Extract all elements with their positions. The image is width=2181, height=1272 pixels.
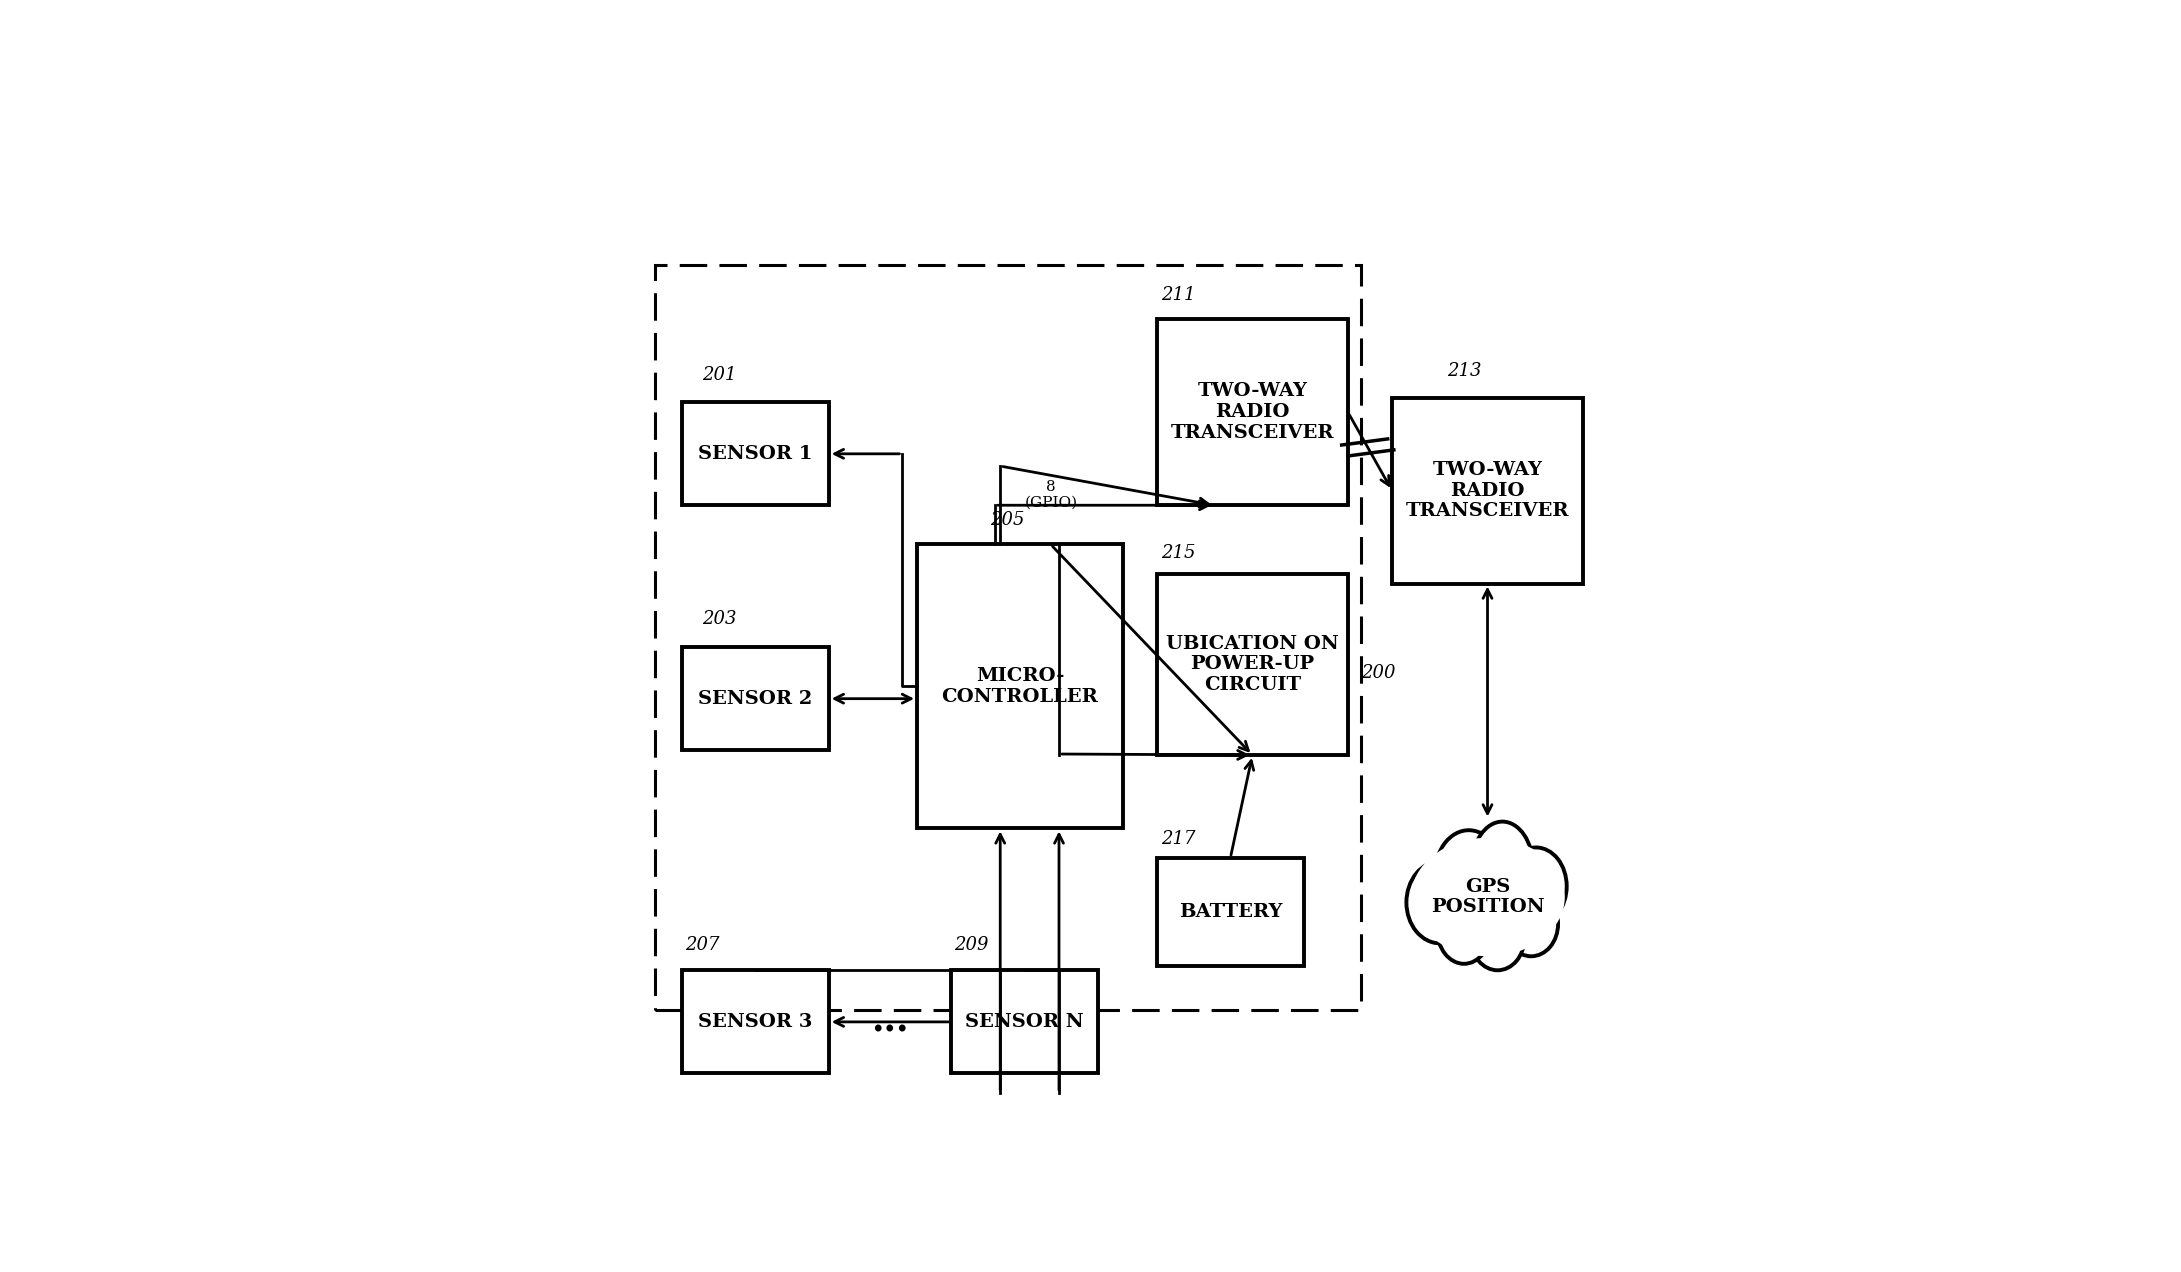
Bar <box>683 971 829 1074</box>
Bar <box>1156 574 1348 756</box>
Bar <box>1391 397 1583 584</box>
Ellipse shape <box>1411 838 1564 957</box>
Text: TWO-WAY
RADIO
TRANSCEIVER: TWO-WAY RADIO TRANSCEIVER <box>1407 460 1570 520</box>
Text: 207: 207 <box>685 936 720 954</box>
Text: 200: 200 <box>1361 664 1396 682</box>
Text: 217: 217 <box>1160 831 1195 848</box>
Text: ...: ... <box>870 1005 909 1039</box>
Ellipse shape <box>1435 831 1503 916</box>
Ellipse shape <box>1437 895 1492 964</box>
Text: UBICATION ON
POWER-UP
CIRCUIT: UBICATION ON POWER-UP CIRCUIT <box>1167 635 1339 695</box>
Text: MICRO-
CONTROLLER: MICRO- CONTROLLER <box>942 667 1099 706</box>
Ellipse shape <box>1505 892 1557 957</box>
Text: SENSOR 2: SENSOR 2 <box>698 689 814 707</box>
Text: 209: 209 <box>955 936 988 954</box>
Bar <box>656 266 1361 1010</box>
Text: SENSOR 3: SENSOR 3 <box>698 1013 814 1030</box>
Bar <box>916 544 1123 828</box>
Text: SENSOR 1: SENSOR 1 <box>698 445 814 463</box>
Bar <box>1156 319 1348 505</box>
Bar <box>683 647 829 750</box>
Text: BATTERY: BATTERY <box>1178 903 1282 921</box>
Text: 205: 205 <box>990 511 1025 529</box>
Bar <box>1156 857 1304 965</box>
Text: 201: 201 <box>702 366 737 384</box>
Ellipse shape <box>1472 822 1533 912</box>
Ellipse shape <box>1505 847 1566 925</box>
Text: TWO-WAY
RADIO
TRANSCEIVER: TWO-WAY RADIO TRANSCEIVER <box>1171 383 1335 441</box>
Text: 8
(GPIO): 8 (GPIO) <box>1025 480 1077 510</box>
Ellipse shape <box>1407 861 1474 944</box>
Text: SENSOR N: SENSOR N <box>966 1013 1084 1030</box>
Text: 203: 203 <box>702 609 737 627</box>
Text: 215: 215 <box>1160 544 1195 562</box>
Text: 211: 211 <box>1160 286 1195 304</box>
Bar <box>683 402 829 505</box>
Text: GPS
POSITION: GPS POSITION <box>1431 878 1544 916</box>
Ellipse shape <box>1470 906 1525 971</box>
Text: 213: 213 <box>1446 361 1481 380</box>
Bar <box>951 971 1099 1074</box>
